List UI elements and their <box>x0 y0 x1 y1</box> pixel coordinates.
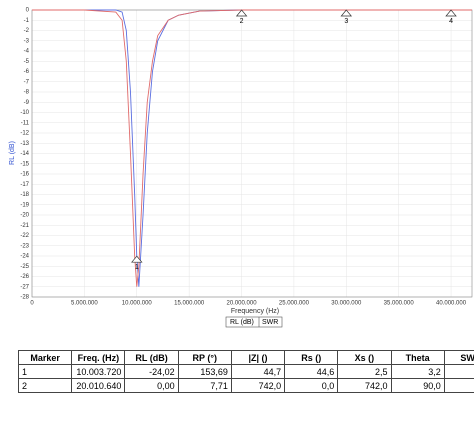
table-cell: 1 <box>18 364 73 379</box>
y-tick-label: -23 <box>20 243 29 249</box>
header-cell: |Z| () <box>230 350 286 365</box>
table-cell: 742,0 <box>230 378 286 393</box>
table-cell: 153,69 <box>177 364 232 379</box>
header-cell: Theta <box>390 350 445 365</box>
x-tick-label: 30.000.000 <box>331 301 362 307</box>
marker-table: Marker Freq. (Hz) RL (dB) RP (°) |Z| () Rs ()… <box>18 350 474 393</box>
table-cell: 10.003.720 <box>71 364 126 379</box>
x-tick-label: 35.000.000 <box>384 301 415 307</box>
y-tick-label: 0 <box>26 8 30 14</box>
marker-label: 4 <box>449 18 453 25</box>
header-cell: RP (°) <box>177 350 232 365</box>
legend-entry: RL (dB) <box>230 319 254 326</box>
header-cell: SWR <box>443 350 474 365</box>
y-tick-label: -22 <box>20 233 29 239</box>
table-cell: 44,7 <box>230 364 286 379</box>
header-row: Marker Freq. (Hz) RL (dB) RP (°) |Z| () Rs ()… <box>18 350 474 365</box>
table-cell: 2 <box>18 378 73 393</box>
y-tick-label: -1 <box>24 18 30 24</box>
y-tick-label: -2 <box>24 28 30 34</box>
y-tick-label: -19 <box>20 202 29 208</box>
x-tick-label: 15.000.000 <box>174 301 205 307</box>
y-tick-label: -7 <box>24 79 30 85</box>
y-tick-label: -20 <box>20 213 29 219</box>
header-cell: Xs () <box>337 350 392 365</box>
table-cell: -24,02 <box>124 364 179 379</box>
y-tick-label: -14 <box>20 151 29 157</box>
marker-label: 3 <box>344 18 348 25</box>
y-tick-label: -6 <box>24 69 30 75</box>
table-cell: 0,0 <box>284 378 339 393</box>
table-row: 110.003.720-24,02153,6944,744,62,53,21,1… <box>18 364 474 379</box>
marker-label: 2 <box>240 18 244 25</box>
series-line <box>32 9 472 287</box>
x-tick-label: 10.000.000 <box>122 301 153 307</box>
x-tick-label: 20.000.000 <box>227 301 258 307</box>
header-cell: Freq. (Hz) <box>71 350 126 365</box>
y-tick-label: -3 <box>24 38 30 44</box>
y-tick-label: -5 <box>24 59 30 65</box>
marker <box>445 9 457 17</box>
table-cell: 3,2 <box>390 364 445 379</box>
x-tick-label: 40.000.000 <box>436 301 467 307</box>
x-tick-label: 25.000.000 <box>279 301 310 307</box>
legend-box <box>225 316 283 328</box>
y-axis-label: RL (dB) <box>9 141 16 165</box>
marker <box>131 255 143 263</box>
y-tick-label: -26 <box>20 274 29 280</box>
y-tick-label: -28 <box>20 295 29 301</box>
x-tick-label: 5.000.000 <box>71 301 98 307</box>
table-cell: 0,00 <box>124 378 179 393</box>
header-cell: Marker <box>18 350 73 365</box>
table-cell: 7,71 <box>177 378 232 393</box>
table-cell: 20.010.640 <box>71 378 126 393</box>
series-line <box>32 9 472 287</box>
legend-entry: SWR <box>262 319 278 326</box>
table-cell: 44,6 <box>284 364 339 379</box>
y-tick-label: -12 <box>20 131 29 137</box>
table: Marker Freq. (Hz) RL (dB) RP (°) |Z| () Rs ()… <box>18 350 474 393</box>
marker <box>340 9 353 17</box>
y-tick-label: -15 <box>20 161 29 167</box>
y-tick-label: -25 <box>20 264 29 270</box>
x-axis-label: Frequency (Hz) <box>231 308 279 315</box>
header-cell: RL (dB) <box>124 350 179 365</box>
y-tick-label: -8 <box>24 90 30 96</box>
y-tick-label: -10 <box>20 110 29 116</box>
marker-label: 1 <box>135 264 139 271</box>
y-tick-label: -18 <box>20 192 29 198</box>
header-cell: Rs () <box>284 350 339 365</box>
y-tick-label: -16 <box>20 172 29 178</box>
chart: RL (dB) Frequency (Hz) 0 -1 -2 -3 -4 -5 -6 -7 -8… <box>9 8 473 328</box>
y-tick-label: -4 <box>24 49 30 55</box>
marker <box>235 9 248 17</box>
table-cell: 90,0 <box>390 378 445 393</box>
y-tick-label: -27 <box>20 284 29 290</box>
y-tick-label: -11 <box>21 120 30 126</box>
y-tick-label: -21 <box>20 223 29 229</box>
y-tick-label: -17 <box>20 182 29 188</box>
table-cell: 742,0 <box>337 378 392 393</box>
table-row: 2 20.010.640 0,00 7,71 742,0 0,0 742,0 90,0 <box>18 378 474 393</box>
y-tick-label: -24 <box>20 254 29 260</box>
y-tick-label: -13 <box>20 141 29 147</box>
table-cell: 2,5 <box>337 364 392 379</box>
y-tick-label: -9 <box>24 100 30 106</box>
table-cell: 1,13 <box>443 364 474 379</box>
x-tick-label: 0 <box>30 301 34 307</box>
table-cell <box>443 378 474 393</box>
